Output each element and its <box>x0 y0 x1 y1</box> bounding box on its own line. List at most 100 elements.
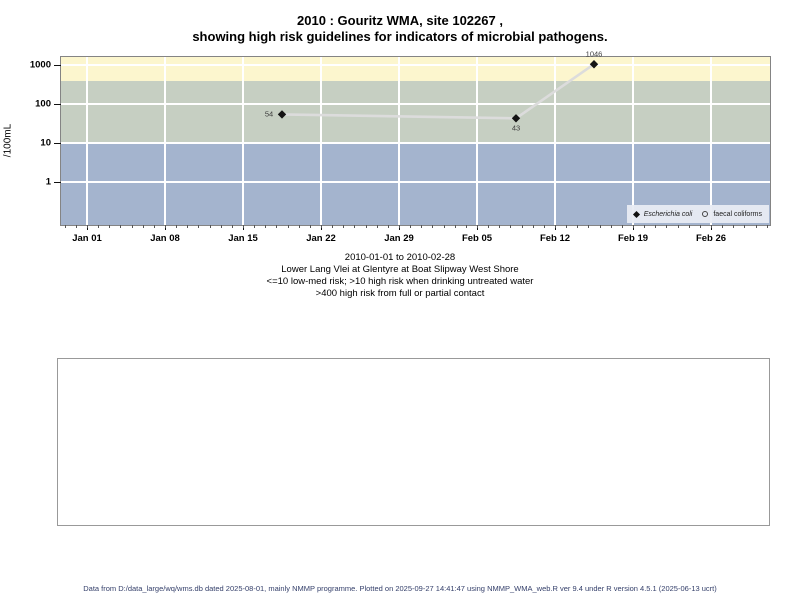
data-point-label: 1046 <box>585 49 603 59</box>
y-tick <box>54 103 61 105</box>
x-minor-tick <box>454 225 456 228</box>
x-minor-tick <box>443 225 445 228</box>
x-tick-label: Jan 01 <box>72 233 102 244</box>
filled-diamond-icon <box>632 210 640 218</box>
x-minor-tick <box>309 225 311 228</box>
x-tick-label: Feb 26 <box>695 233 727 244</box>
x-minor-tick <box>711 225 712 228</box>
legend-faecal-label: faecal coliforms <box>713 210 762 218</box>
x-minor-tick <box>421 225 423 228</box>
x-tick-label: Feb 19 <box>617 233 649 244</box>
v-gridline <box>398 57 400 225</box>
subtitle-risk-note-1: <=10 low-med risk; >10 high risk when dr… <box>266 276 534 287</box>
x-minor-tick <box>633 225 634 228</box>
subtitle-risk-note-2: >400 high risk from full or partial cont… <box>315 288 485 299</box>
x-minor-tick <box>566 225 568 228</box>
risk-band-high-risk-drinking-untreated <box>61 80 770 143</box>
page-title-line2: showing high risk guidelines for indicat… <box>192 29 608 44</box>
x-minor-tick <box>109 225 111 228</box>
ecoli-point-marker <box>511 114 521 123</box>
x-minor-tick <box>733 225 735 228</box>
ecoli-series-line <box>281 63 595 120</box>
v-gridline <box>320 57 322 225</box>
y-tick-label: 10 <box>40 137 51 149</box>
v-gridline <box>710 57 712 225</box>
x-minor-tick <box>120 225 122 228</box>
chart-area: /100mL Escherichia coli faecal coliforms… <box>3 50 771 244</box>
x-tick-label: Jan 08 <box>150 233 180 244</box>
x-minor-tick <box>688 225 690 228</box>
v-gridline <box>164 57 166 225</box>
chart-subtitle: 2010-01-01 to 2010-02-28 Lower Lang Vlei… <box>0 252 800 300</box>
x-minor-tick <box>276 225 278 228</box>
x-minor-tick <box>465 225 467 228</box>
subtitle-date-range: 2010-01-01 to 2010-02-28 <box>344 252 456 263</box>
x-minor-tick <box>722 225 724 228</box>
y-axis-title: /100mL <box>2 123 14 158</box>
x-minor-tick <box>577 225 579 228</box>
x-minor-tick <box>265 225 267 228</box>
x-minor-tick <box>744 225 746 228</box>
v-gridline <box>476 57 478 225</box>
x-minor-tick <box>209 225 211 228</box>
ecoli-point-marker <box>277 110 287 119</box>
y-tick-label: 100 <box>35 98 51 110</box>
x-minor-tick <box>365 225 367 228</box>
h-gridline <box>61 142 770 144</box>
x-minor-tick <box>98 225 100 228</box>
x-minor-tick <box>432 225 434 228</box>
x-minor-tick <box>510 225 512 228</box>
v-gridline <box>242 57 244 225</box>
x-minor-tick <box>621 225 623 228</box>
open-circle-icon <box>702 211 709 217</box>
v-gridline <box>86 57 88 225</box>
x-minor-tick <box>399 225 400 228</box>
x-minor-tick <box>555 225 556 228</box>
x-tick-label: Feb 05 <box>461 233 493 244</box>
x-minor-tick <box>655 225 657 228</box>
x-minor-tick <box>699 225 701 228</box>
data-series-svg <box>277 60 599 123</box>
y-tick-label: 1 <box>45 176 51 188</box>
legend-ecoli-label: Escherichia coli <box>643 210 693 218</box>
x-minor-tick <box>677 225 679 228</box>
x-minor-tick <box>387 225 389 228</box>
x-minor-tick <box>521 225 523 228</box>
x-minor-tick <box>477 225 478 228</box>
x-minor-tick <box>610 225 612 228</box>
x-minor-tick <box>410 225 412 228</box>
x-minor-tick <box>75 225 77 228</box>
data-point-label: 43 <box>511 123 521 133</box>
x-minor-tick <box>376 225 378 228</box>
subtitle-site-name: Lower Lang Vlei at Glentyre at Boat Slip… <box>281 264 519 275</box>
x-minor-tick <box>64 225 66 228</box>
x-minor-tick <box>153 225 155 228</box>
y-tick <box>54 181 61 183</box>
v-gridline <box>554 57 556 225</box>
x-minor-tick <box>220 225 222 228</box>
legend: Escherichia coli faecal coliforms <box>626 205 769 223</box>
x-minor-tick <box>165 225 166 228</box>
x-minor-tick <box>198 225 200 228</box>
footer-text: Data from D:/data_large/wq/wms.db dated … <box>83 584 717 593</box>
x-minor-tick <box>543 225 545 228</box>
x-minor-tick <box>142 225 144 228</box>
h-gridline <box>61 64 770 66</box>
x-minor-tick <box>354 225 356 228</box>
x-minor-tick <box>243 225 244 228</box>
x-minor-tick <box>666 225 668 228</box>
x-minor-tick <box>332 225 334 228</box>
x-minor-tick <box>231 225 233 228</box>
x-minor-tick <box>321 225 322 228</box>
x-minor-tick <box>176 225 178 228</box>
v-gridline <box>632 57 634 225</box>
x-minor-tick <box>187 225 189 228</box>
x-minor-tick <box>488 225 490 228</box>
x-minor-tick <box>131 225 133 228</box>
x-minor-tick <box>298 225 300 228</box>
x-tick-label: Jan 15 <box>228 233 258 244</box>
x-minor-tick <box>766 225 768 228</box>
page-title-line1: 2010 : Gouritz WMA, site 102267 , <box>297 13 503 28</box>
x-tick-label: Jan 22 <box>306 233 336 244</box>
